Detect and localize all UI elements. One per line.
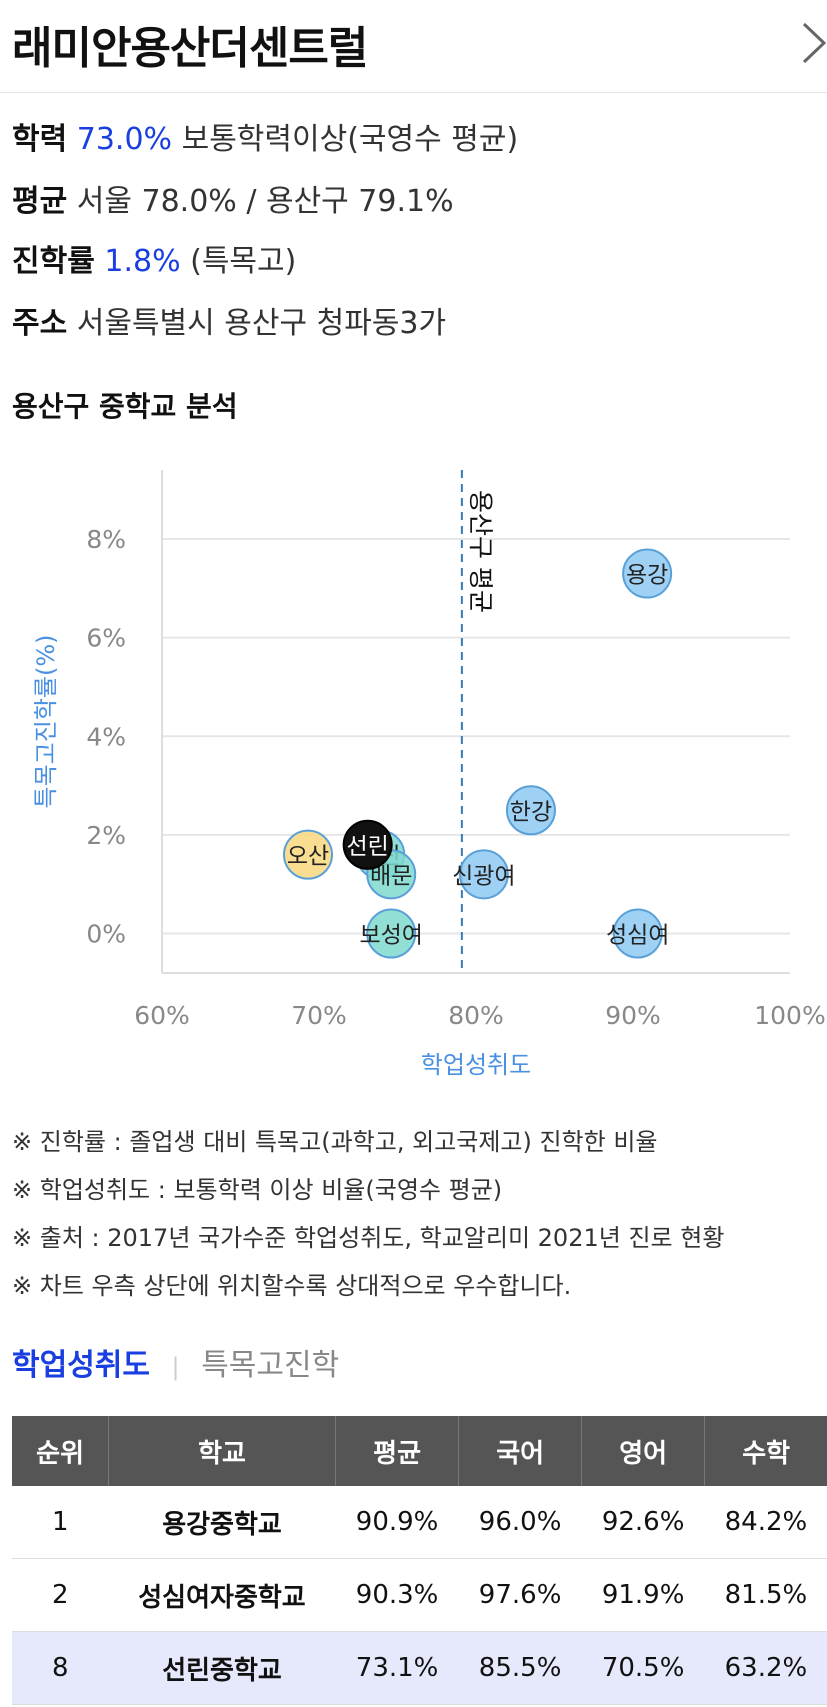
data-point-label: 선린 — [347, 834, 389, 860]
column-header: 평균 — [335, 1416, 460, 1486]
y-tick-label: 4% — [86, 722, 126, 751]
data-point — [612, 908, 663, 959]
column-header: 순위 — [12, 1416, 110, 1486]
rank-cell: 2 — [12, 1558, 109, 1632]
info-label: 학력 — [12, 122, 68, 157]
info-admission-rate: 진학률 1.8% (특목고) — [12, 236, 296, 280]
x-axis-title: 학업성취도 — [421, 1051, 531, 1079]
y-tick-label: 2% — [86, 821, 126, 850]
math-cell: 84.2% — [704, 1486, 827, 1559]
x-tick-label: 60% — [134, 1001, 190, 1030]
ranking-table: 순위 학교 평균 국어 영어 수학 1 용강중학교 90.9% 96.0% 92… — [12, 1416, 827, 1705]
info-label: 주소 — [12, 306, 68, 341]
note: ※ 학업성취도 : 보통학력 이상 비율(국영수 평균) — [12, 1176, 503, 1204]
x-tick-label: 70% — [291, 1001, 347, 1030]
tab-divider: | — [171, 1353, 180, 1381]
korean-cell: 97.6% — [458, 1558, 582, 1632]
data-point — [622, 548, 673, 599]
info-label: 진학률 — [12, 244, 95, 279]
school-name-cell: 선린중학교 — [108, 1631, 336, 1705]
math-cell: 81.5% — [704, 1558, 827, 1632]
data-point-label: 오산 — [287, 844, 329, 870]
data-point-label: 용강 — [626, 563, 668, 589]
y-tick-label: 8% — [86, 525, 126, 554]
info-average: 평균 서울 78.0% / 용산구 79.1% — [12, 176, 454, 220]
page-title: 래미안용산더센트럴 — [12, 23, 368, 74]
korean-cell: 85.5% — [458, 1631, 582, 1705]
english-cell: 70.5% — [581, 1631, 705, 1705]
x-tick-label: 80% — [448, 1001, 504, 1030]
korean-cell: 96.0% — [458, 1486, 582, 1559]
tab-special-school[interactable]: 특목고진학 — [201, 1348, 340, 1383]
x-tick-label: 100% — [754, 1001, 825, 1030]
info-text: 보통학력이상(국영수 평균) — [181, 122, 519, 157]
table-row-highlighted[interactable]: 8 선린중학교 73.1% 85.5% 70.5% 63.2% — [12, 1631, 827, 1705]
school-name-cell: 성심여자중학교 — [108, 1558, 336, 1632]
average-cell: 73.1% — [335, 1631, 459, 1705]
math-cell: 63.2% — [704, 1631, 827, 1705]
column-header: 영어 — [581, 1416, 706, 1486]
average-cell: 90.9% — [335, 1486, 459, 1559]
info-text: (특목고) — [190, 244, 297, 279]
data-point — [342, 819, 393, 870]
info-text: 서울 78.0% / 용산구 79.1% — [76, 184, 454, 219]
y-tick-label: 0% — [86, 920, 126, 949]
english-cell: 92.6% — [581, 1486, 705, 1559]
data-point-label: 보성여 — [359, 923, 422, 949]
note: ※ 출처 : 2017년 국가수준 학업성취도, 학교알리미 2021년 진로 … — [12, 1224, 725, 1252]
column-header: 학교 — [108, 1416, 336, 1486]
reference-line-label: 용산구 평균 — [466, 490, 495, 613]
school-name-cell: 용강중학교 — [108, 1486, 336, 1559]
info-text: 서울특별시 용산구 청파동3가 — [76, 306, 447, 341]
data-point — [366, 908, 417, 959]
column-header: 수학 — [704, 1416, 827, 1486]
tab-bar: 학업성취도 | 특목고진학 — [12, 1340, 339, 1384]
data-point-label: 한강 — [510, 799, 552, 825]
data-point — [283, 829, 334, 880]
y-axis-title: 특목고진학률(%) — [32, 634, 60, 808]
data-point — [505, 785, 556, 836]
data-point-label: 성심여 — [606, 923, 669, 949]
tab-achievement[interactable]: 학업성취도 — [12, 1348, 150, 1383]
admission-rate-value: 1.8% — [104, 244, 181, 279]
achievement-value: 73.0% — [76, 122, 173, 157]
chevron-right-icon[interactable] — [800, 20, 827, 66]
english-cell: 91.9% — [581, 1558, 705, 1632]
column-header: 국어 — [458, 1416, 582, 1486]
data-point-label: 신광여 — [452, 863, 515, 889]
y-tick-label: 6% — [86, 624, 126, 653]
header: 래미안용산더센트럴 — [0, 0, 827, 93]
rank-cell: 1 — [12, 1486, 109, 1559]
section-title: 용산구 중학교 분석 — [12, 390, 238, 423]
table-row[interactable]: 2 성심여자중학교 90.3% 97.6% 91.9% 81.5% — [12, 1558, 827, 1632]
info-achievement: 학력 73.0% 보통학력이상(국영수 평균) — [12, 114, 518, 158]
x-tick-label: 90% — [605, 1001, 661, 1030]
table-row[interactable]: 1 용강중학교 90.9% 96.0% 92.6% 84.2% — [12, 1486, 827, 1559]
info-label: 평균 — [12, 184, 68, 219]
scatter-chart: 0% 2% 4% 6% 8% 60% 70% 80% 90% 100% 학업성취도 특목고진학률(%)… — [32, 470, 826, 1079]
note: ※ 진학률 : 졸업생 대비 특목고(과학고, 외고국제고) 진학한 비율 — [12, 1128, 658, 1156]
info-address: 주소 서울특별시 용산구 청파동3가 — [12, 298, 446, 342]
table-header-row: 순위 학교 평균 국어 영어 수학 — [12, 1416, 827, 1486]
rank-cell: 8 — [12, 1631, 109, 1705]
note: ※ 차트 우측 상단에 위치할수록 상대적으로 우수합니다. — [12, 1272, 572, 1300]
average-cell: 90.3% — [335, 1558, 459, 1632]
data-point — [458, 849, 509, 900]
